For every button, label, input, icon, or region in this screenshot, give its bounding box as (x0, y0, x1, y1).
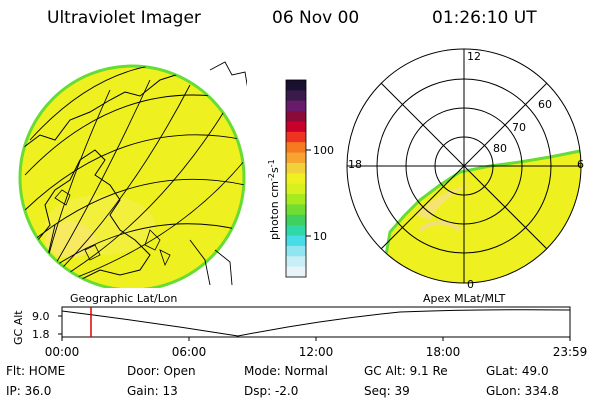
color-bar: 100 10 photon cm-2s-1 (267, 79, 334, 278)
altitude-curve (61, 309, 571, 337)
polar-grid (346, 48, 582, 284)
color-bar-band (286, 90, 306, 102)
date-label: 06 Nov 00 (272, 8, 359, 28)
color-bar-band (286, 183, 306, 195)
color-bar-band (286, 266, 306, 278)
timeline-frame (61, 306, 571, 338)
color-bar-band (286, 111, 306, 122)
color-bar-band (286, 204, 306, 216)
status-glat: GLat: 49.0 (486, 364, 549, 378)
coastline-europe (29, 149, 151, 281)
status-seq: Seq: 39 (364, 384, 410, 398)
timeline-tick-label: 00:00 (45, 345, 80, 359)
color-bar-band (286, 245, 306, 257)
color-bar-frame (285, 79, 307, 278)
mlt-12-label: 12 (467, 50, 481, 63)
color-bar-band (286, 235, 306, 247)
y-high-label: 9.0 (32, 310, 50, 323)
timeline-tick-label: 06:00 (172, 345, 207, 359)
color-bar-band (286, 173, 306, 185)
apex-label: Apex MLat/MLT (423, 292, 506, 305)
color-bar-band (286, 225, 306, 237)
geographic-image: Geographic Lat/Lon (18, 61, 247, 305)
mlat-60-label: 60 (538, 98, 552, 111)
timeline-tick-label: 12:00 (299, 345, 334, 359)
coastline-limb (189, 61, 247, 286)
mlt-0-label: 0 (467, 278, 474, 291)
color-bar-band (286, 100, 306, 112)
color-bar-band (286, 142, 306, 154)
color-bar-band (286, 162, 306, 174)
color-bar-band (286, 194, 306, 205)
status-door: Door: Open (127, 364, 196, 378)
status-mode: Mode: Normal (244, 364, 328, 378)
color-bar-tick-10: 10 (313, 230, 327, 243)
status-dsp: Dsp: -2.0 (244, 384, 298, 398)
latitude-grid (24, 66, 244, 281)
color-bar-unit-label: photon cm-2s-1 (267, 159, 281, 240)
status-block: Flt: HOME IP: 36.0 Door: Open Gain: 13 M… (6, 364, 559, 398)
color-bar-band (286, 256, 306, 268)
status-gc-alt: GC Alt: 9.1 Re (364, 364, 448, 378)
time-label: 01:26:10 UT (432, 8, 537, 28)
altitude-timeline: GC Alt 9.0 1.8 00:00 06:00 12:00 18:00 23:59 (12, 306, 588, 359)
status-gain: Gain: 13 (127, 384, 178, 398)
status-ip: IP: 36.0 (6, 384, 51, 398)
status-flt: Flt: HOME (6, 364, 65, 378)
color-bar-band (286, 131, 306, 143)
color-bar-tick-100: 100 (313, 144, 334, 157)
timeline-tick-label: 18:00 (426, 345, 461, 359)
color-bar-band (286, 214, 306, 226)
timeline-tick-label: 23:59 (553, 345, 588, 359)
mlt-18-label: 18 (348, 158, 362, 171)
gc-alt-axis-label: GC Alt (12, 310, 25, 345)
geographic-label: Geographic Lat/Lon (70, 292, 177, 305)
mlat-80-label: 80 (493, 142, 507, 155)
mlat-70-label: 70 (512, 121, 526, 134)
header: Ultraviolet Imager 06 Nov 00 01:26:10 UT (47, 8, 537, 28)
instrument-title: Ultraviolet Imager (47, 8, 201, 28)
mlt-6-label: 6 (577, 158, 584, 171)
color-bar-band (286, 152, 306, 164)
globe-disk (18, 64, 246, 288)
y-low-label: 1.8 (32, 328, 50, 341)
polar-plot: 12 18 6 0 60 70 80 Apex MLat/MLT (346, 48, 584, 305)
color-bar-band (286, 121, 306, 133)
status-glon: GLon: 334.8 (486, 384, 559, 398)
color-bar-band (286, 80, 306, 91)
auroral-oval (378, 148, 581, 283)
